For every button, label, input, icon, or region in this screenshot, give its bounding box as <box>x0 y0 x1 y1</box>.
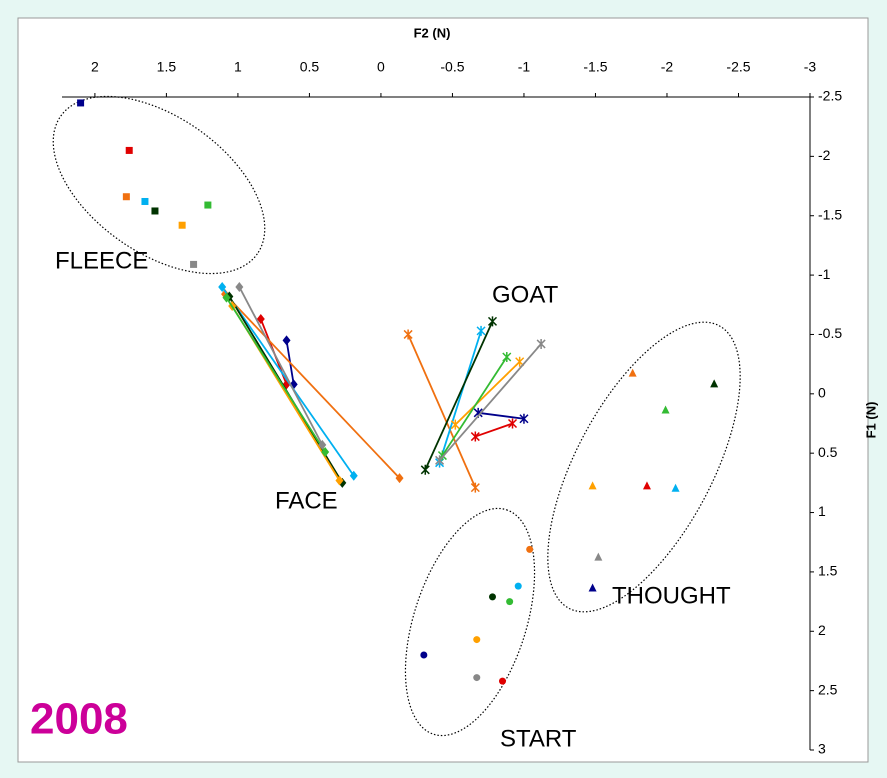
x-tick-label: -2 <box>661 59 674 75</box>
plot-frame <box>17 17 869 763</box>
diamond-marker <box>349 470 358 481</box>
x-tick-label: 0 <box>377 59 385 75</box>
cross-marker <box>450 419 460 430</box>
y-tick-label: 3 <box>818 741 826 757</box>
diamond-marker <box>222 292 231 303</box>
circle-marker <box>420 651 428 659</box>
diamond-marker <box>235 281 244 292</box>
trajectory-line <box>407 334 477 488</box>
y-tick-label: 1 <box>818 503 826 519</box>
cross-marker <box>470 431 480 442</box>
cross-marker <box>536 338 546 349</box>
vowel-label: GOAT <box>492 281 559 308</box>
y-tick-label: -2.5 <box>818 88 842 104</box>
cross-marker <box>507 418 518 429</box>
trajectory-line <box>424 321 494 471</box>
cross-marker <box>487 316 498 327</box>
cross-marker <box>403 329 413 340</box>
square-marker <box>141 197 149 205</box>
square-marker <box>151 207 159 215</box>
triangle-marker <box>661 405 670 414</box>
x-tick-label: -2.5 <box>726 59 750 75</box>
triangle-marker <box>588 481 597 490</box>
triangle-marker <box>671 483 680 492</box>
diamond-marker <box>282 335 291 346</box>
x-tick-label: -1 <box>518 59 531 75</box>
x-tick-label: 1.5 <box>157 59 177 75</box>
diamond-marker <box>318 439 327 450</box>
triangle-marker <box>594 552 603 561</box>
fleece-ellipse <box>52 95 266 275</box>
square-marker <box>190 260 198 268</box>
y-tick-label: 0 <box>818 385 826 401</box>
cross-marker <box>435 455 445 466</box>
cross-marker <box>502 352 512 363</box>
diamond-marker <box>218 281 227 292</box>
x-axis-title: F2 (N) <box>414 25 451 40</box>
x-tick-label: -0.5 <box>440 59 464 75</box>
trajectory-line <box>224 293 401 479</box>
trajectory-line <box>454 361 521 426</box>
circle-marker <box>526 545 534 553</box>
trajectory-line <box>441 356 508 457</box>
diamond-marker <box>335 475 344 486</box>
x-tick-label: 1 <box>234 59 242 75</box>
circle-marker <box>499 677 507 685</box>
square-marker <box>77 99 85 107</box>
x-tick-label: -3 <box>804 59 817 75</box>
cross-marker <box>519 413 529 424</box>
trajectory-line <box>438 330 482 463</box>
trajectory-line <box>475 422 513 438</box>
trajectory-line <box>225 297 326 453</box>
triangle-marker <box>710 379 719 388</box>
thought-ellipse <box>547 321 741 613</box>
y-tick-label: -2 <box>818 147 831 163</box>
y-tick-label: 1.5 <box>818 563 838 579</box>
circle-marker <box>488 593 496 601</box>
vowel-label: FLEECE <box>55 247 148 274</box>
cross-marker <box>420 464 430 475</box>
cross-marker <box>470 482 480 493</box>
vowel-label: FACE <box>275 487 338 514</box>
triangle-marker <box>628 368 637 377</box>
vowel-label: START <box>500 725 577 752</box>
square-marker <box>204 201 212 209</box>
trajectory-line <box>478 411 525 420</box>
year-label: 2008 <box>30 695 128 744</box>
trajectory-line <box>238 286 324 446</box>
circle-marker <box>473 636 481 644</box>
triangle-marker <box>642 481 651 490</box>
trajectory-line <box>438 343 542 461</box>
y-tick-label: 2.5 <box>818 681 838 697</box>
x-tick-label: 0.5 <box>300 59 320 75</box>
diamond-marker <box>321 446 330 457</box>
y-tick-label: -1 <box>818 266 831 282</box>
x-tick-label: 2 <box>91 59 99 75</box>
cross-marker <box>476 325 486 336</box>
circle-marker <box>506 598 514 606</box>
circle-marker <box>473 674 481 682</box>
ellipses <box>52 95 741 737</box>
y-tick-label: 0.5 <box>818 444 838 460</box>
square-marker <box>178 221 186 229</box>
diamond-marker <box>395 473 404 484</box>
y-tick-label: 2 <box>818 622 826 638</box>
vowel-label: THOUGHT <box>612 582 731 609</box>
y-axis-title: F1 (N) <box>863 402 878 439</box>
start-ellipse <box>404 507 536 737</box>
diamond-marker <box>256 314 265 325</box>
x-tick-label: -1.5 <box>583 59 607 75</box>
square-marker <box>125 146 133 154</box>
square-marker <box>122 193 130 201</box>
triangle-marker <box>588 583 597 592</box>
y-tick-label: -1.5 <box>818 206 842 222</box>
y-tick-label: -0.5 <box>818 325 842 341</box>
circle-marker <box>514 582 522 590</box>
